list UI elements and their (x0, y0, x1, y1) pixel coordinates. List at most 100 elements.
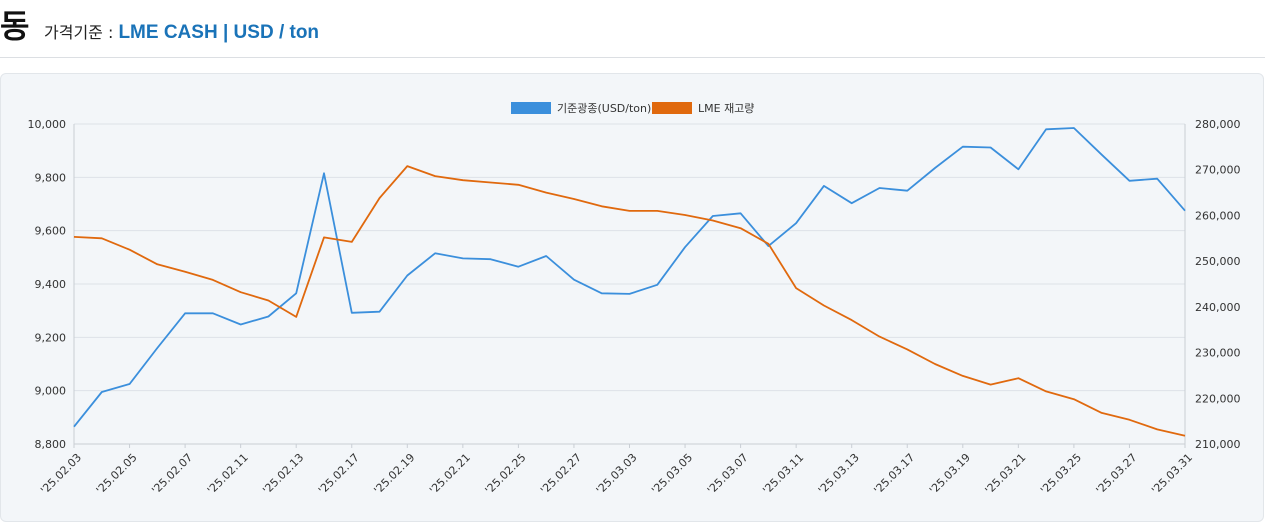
price-basis-value: LME CASH | USD / ton (118, 22, 320, 43)
x-tick-label: '25.03.05 (649, 451, 695, 497)
y-right-tick-label: 240,000 (1195, 301, 1241, 314)
inventory-data-point (739, 227, 741, 229)
inventory-data-point (323, 236, 325, 238)
inventory-data-point (1045, 390, 1047, 392)
y-right-tick-label: 230,000 (1195, 347, 1241, 360)
price-data-point (712, 215, 714, 217)
y-left-tick-label: 9,200 (35, 331, 67, 344)
inventory-data-point (434, 175, 436, 177)
price-data-point (156, 347, 158, 349)
y-right-tick-label: 270,000 (1195, 164, 1241, 177)
page-header: 동 가격기준 : LME CASH | USD / ton (0, 0, 1265, 58)
price-data-point (184, 312, 186, 314)
inventory-data-point (906, 348, 908, 350)
inventory-data-point (378, 197, 380, 199)
x-tick-label: '25.03.21 (982, 451, 1028, 497)
y-right-tick-label: 210,000 (1195, 438, 1241, 451)
y-left-tick-label: 9,000 (35, 385, 67, 398)
x-tick-label: '25.03.03 (594, 451, 640, 497)
price-data-point (1017, 168, 1019, 170)
y-right-tick-label: 260,000 (1195, 209, 1241, 222)
inventory-data-point (1100, 412, 1102, 414)
inventory-data-point (767, 243, 769, 245)
inventory-data-point (989, 383, 991, 385)
inventory-data-point (851, 319, 853, 321)
price-data-point (267, 315, 269, 317)
x-tick-label: '25.02.03 (38, 451, 84, 497)
metal-title: 동 (0, 7, 30, 45)
x-tick-label: '25.02.25 (483, 451, 529, 497)
inventory-data-point (934, 363, 936, 365)
price-data-point (1045, 128, 1047, 130)
price-data-point (628, 293, 630, 295)
x-tick-label: '25.02.21 (427, 451, 473, 497)
price-data-point (823, 185, 825, 187)
inventory-data-point (1128, 419, 1130, 421)
x-tick-label: '25.02.13 (260, 451, 306, 497)
price-data-point (1073, 127, 1075, 129)
y-left-tick-label: 9,600 (35, 225, 67, 238)
price-data-point (406, 274, 408, 276)
price-data-point (1156, 177, 1158, 179)
price-data-point (989, 146, 991, 148)
inventory-data-point (517, 184, 519, 186)
inventory-data-point (489, 181, 491, 183)
price-data-point (962, 145, 964, 147)
price-data-point (489, 258, 491, 260)
x-tick-label: '25.02.27 (538, 451, 584, 497)
inventory-data-point (128, 249, 130, 251)
inventory-data-point (628, 210, 630, 212)
price-data-point (351, 312, 353, 314)
y-left-tick-label: 10,000 (28, 118, 67, 131)
y-right-tick-label: 220,000 (1195, 392, 1241, 405)
inventory-data-point (212, 279, 214, 281)
price-data-point (1128, 180, 1130, 182)
inventory-data-point (712, 219, 714, 221)
x-tick-label: '25.03.11 (760, 451, 806, 497)
price-data-point (851, 202, 853, 204)
x-tick-label: '25.02.05 (94, 451, 140, 497)
price-data-point (212, 312, 214, 314)
y-left-tick-label: 9,800 (35, 171, 67, 184)
inventory-data-point (462, 179, 464, 181)
legend-label-inventory: LME 재고량 (698, 102, 754, 115)
inventory-data-point (406, 165, 408, 167)
inventory-data-point (684, 214, 686, 216)
price-data-point (573, 279, 575, 281)
price-data-point (656, 284, 658, 286)
inventory-data-point (1156, 428, 1158, 430)
y-left-tick-label: 8,800 (35, 438, 67, 451)
y-right-tick-label: 250,000 (1195, 255, 1241, 268)
inventory-data-point (962, 375, 964, 377)
price-data-point (1100, 153, 1102, 155)
x-tick-label: '25.03.19 (927, 451, 973, 497)
inventory-data-point (1184, 435, 1186, 437)
y-right-tick-label: 280,000 (1195, 118, 1241, 131)
price-data-point (906, 189, 908, 191)
inventory-data-point (1017, 377, 1019, 379)
x-tick-label: '25.02.17 (316, 451, 362, 497)
price-data-point (378, 311, 380, 313)
inventory-series-line (73, 165, 1186, 437)
inventory-data-point (545, 191, 547, 193)
y-left-tick-label: 9,400 (35, 278, 67, 291)
inventory-data-point (795, 287, 797, 289)
x-tick-label: '25.02.11 (205, 451, 251, 497)
x-tick-label: '25.03.27 (1094, 451, 1140, 497)
price-data-point (545, 255, 547, 257)
x-tick-label: '25.03.17 (871, 451, 917, 497)
price-data-point (1184, 209, 1186, 211)
inventory-data-point (295, 316, 297, 318)
price-basis: 가격기준 : LME CASH | USD / ton (44, 20, 319, 46)
inventory-data-point (1073, 398, 1075, 400)
inventory-data-point (239, 291, 241, 293)
inventory-data-point (823, 304, 825, 306)
inventory-data-point (156, 263, 158, 265)
price-data-point (934, 167, 936, 169)
price-data-point (73, 425, 75, 427)
price-series-line (73, 127, 1186, 428)
legend-swatch-inventory (652, 102, 692, 114)
price-data-point (128, 383, 130, 385)
inventory-data-point (878, 335, 880, 337)
inventory-data-point (267, 299, 269, 301)
